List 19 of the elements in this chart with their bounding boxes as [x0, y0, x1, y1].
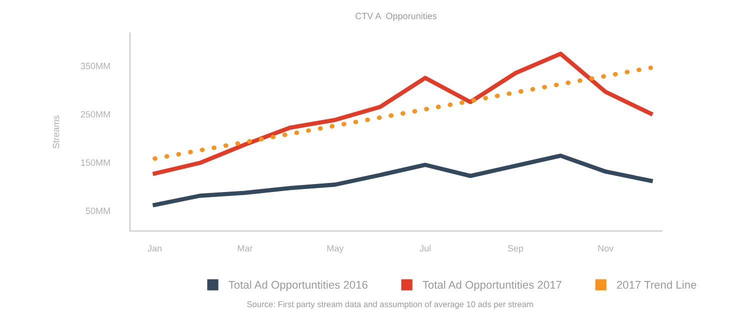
chart-title: CTV A Opporunities [356, 12, 437, 21]
x-tick-label: Jul [420, 244, 430, 252]
y-axis-title: Streams [52, 116, 60, 148]
y-tick-label: 150MM [81, 159, 110, 166]
y-tick-label: 350MM [80, 62, 110, 70]
line-series [152, 154, 653, 208]
x-tick-label: Nov [598, 245, 614, 252]
y-tick-label: 50MM [86, 208, 110, 214]
x-tick-label: Sep [508, 245, 524, 254]
x-tick-label: May [327, 245, 344, 254]
source-note: Source: First party stream data and assumption of average 10 ads per stream [247, 301, 533, 309]
legend-label: 2017 Trend Line [616, 280, 696, 289]
legend-label: Total Ad Opportuntities 2016 [228, 280, 368, 291]
x-tick-label: Mar [238, 245, 253, 252]
legend-label: Total Ad Opportuntities 2017 [422, 280, 562, 291]
y-tick-label: 250MM [80, 111, 110, 118]
x-tick-label: Jan [148, 245, 162, 252]
line-series [152, 66, 653, 161]
line-series [152, 52, 653, 176]
